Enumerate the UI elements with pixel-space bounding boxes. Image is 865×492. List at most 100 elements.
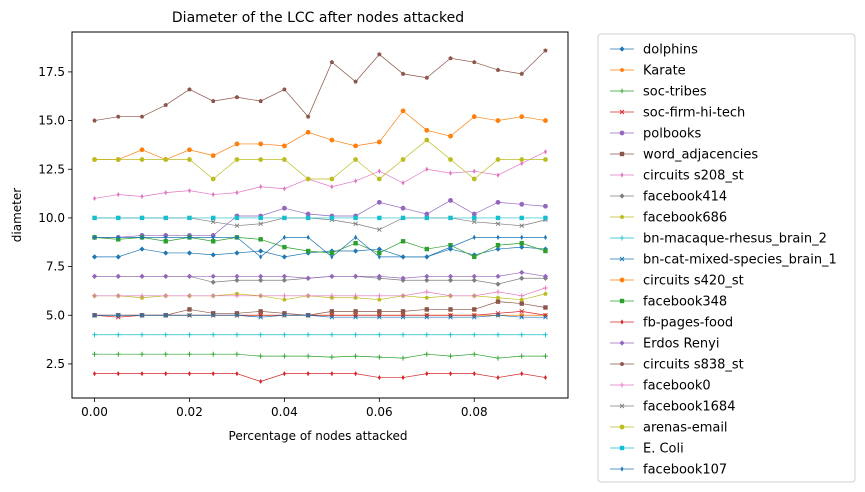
legend-item: soc-tribes (610, 85, 707, 100)
legend-item: word_adjacencies (610, 148, 758, 163)
legend-item: arenas-email (610, 421, 728, 436)
data-point (305, 275, 311, 281)
data-point (210, 332, 216, 338)
series-8 (91, 273, 549, 287)
data-point (259, 184, 263, 190)
data-point (211, 191, 215, 198)
data-point (424, 246, 429, 252)
data-point (305, 129, 311, 135)
data-point (234, 215, 240, 221)
data-point (425, 254, 429, 260)
data-point (281, 273, 288, 279)
x-axis-ticks: 0.00 0.02 0.04 0.06 0.08 (81, 398, 488, 419)
legend-marker (619, 445, 625, 451)
series-10 (92, 332, 548, 338)
legend-label: circuits s838_st (643, 358, 744, 373)
data-point (424, 75, 429, 80)
data-point (519, 71, 524, 76)
data-point (353, 241, 358, 246)
x-tick-label: 0.08 (461, 405, 488, 419)
data-point (495, 332, 501, 338)
data-point (305, 248, 311, 254)
data-point (495, 281, 501, 287)
data-point (186, 293, 192, 299)
data-point (234, 157, 240, 162)
data-point (354, 371, 358, 377)
data-point (92, 234, 97, 240)
legend-marker (619, 256, 625, 262)
legend-item: soc-firm-hi-tech (610, 106, 745, 121)
series-12 (92, 108, 548, 162)
legend-item: E. Coli (610, 442, 684, 457)
data-point (400, 355, 406, 361)
data-point (447, 277, 454, 283)
data-point (377, 250, 382, 256)
series-line (94, 236, 546, 258)
x-axis-label: Percentage of nodes attacked (229, 429, 408, 443)
data-point (520, 371, 524, 377)
data-point (471, 277, 477, 283)
legend-marker (619, 235, 625, 241)
data-point (186, 250, 193, 256)
legend-marker (620, 466, 624, 472)
data-point (92, 351, 98, 357)
legend-item: facebook0 (610, 379, 711, 394)
data-point (234, 277, 240, 283)
legend-item: polbooks (610, 127, 702, 142)
data-point (353, 332, 359, 338)
data-point (140, 234, 144, 240)
data-point (282, 205, 287, 211)
data-point (471, 114, 477, 120)
data-point (211, 371, 215, 377)
data-point (329, 176, 335, 182)
data-point (139, 114, 145, 119)
data-point (139, 246, 145, 252)
data-point (424, 137, 430, 143)
data-point (281, 293, 287, 299)
data-point (424, 215, 429, 221)
legend-label: facebook348 (643, 295, 727, 310)
data-point (92, 332, 98, 338)
series-line (94, 199, 546, 238)
data-point (305, 312, 311, 318)
series-line (94, 353, 546, 359)
data-point (519, 309, 525, 314)
legend-item: facebook348 (610, 295, 727, 310)
y-tick-label: 17.5 (38, 65, 65, 79)
legend-item: facebook414 (610, 190, 727, 205)
legend-item: circuits s838_st (610, 358, 744, 373)
data-point (163, 250, 169, 256)
data-point (139, 293, 145, 299)
data-point (92, 118, 97, 123)
data-point (543, 248, 548, 254)
data-point (400, 293, 406, 299)
legend-label: bn-cat-mixed-species_brain_1 (643, 253, 837, 268)
legend-marker (619, 214, 625, 219)
series-15 (91, 269, 549, 281)
data-point (139, 312, 145, 318)
data-point (235, 371, 239, 377)
legend-label: bn-macaque-rhesus_brain_2 (643, 232, 827, 247)
data-point (139, 157, 145, 162)
data-point (472, 234, 476, 240)
data-point (471, 312, 477, 318)
data-point (282, 234, 286, 240)
legend-marker (619, 361, 625, 366)
data-point (330, 184, 334, 190)
data-point (400, 239, 406, 244)
series-layer (91, 48, 549, 385)
legend-label: polbooks (643, 127, 702, 142)
data-point (258, 157, 264, 162)
data-point (163, 157, 169, 162)
data-point (186, 351, 192, 357)
data-point (92, 371, 97, 377)
data-point (282, 244, 287, 250)
data-point (495, 289, 501, 295)
data-point (472, 168, 476, 174)
data-point (377, 309, 382, 314)
data-point (543, 314, 548, 320)
data-point (258, 98, 263, 103)
data-point (377, 374, 381, 381)
data-point (187, 157, 192, 162)
data-point (376, 246, 382, 252)
